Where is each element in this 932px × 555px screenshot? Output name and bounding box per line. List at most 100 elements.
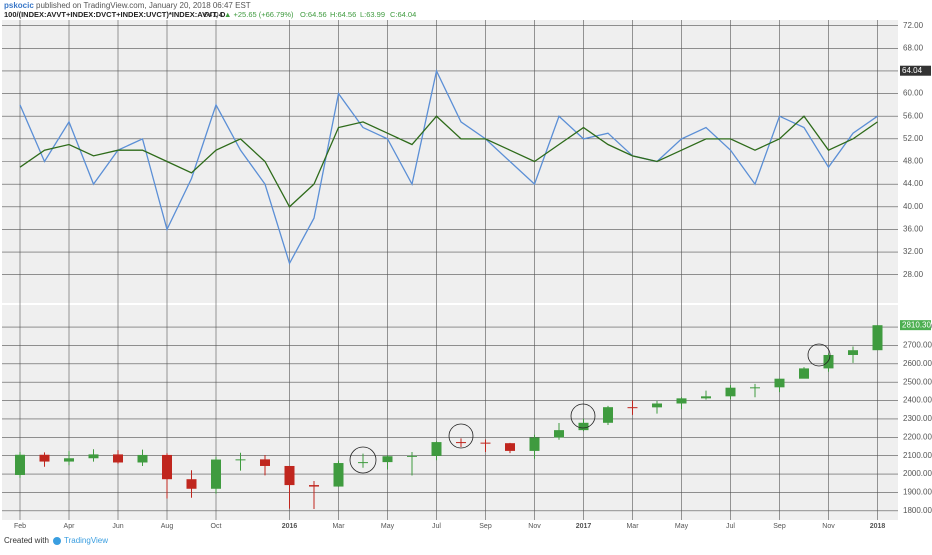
last-value-label: 64.04 [902, 66, 923, 75]
series-line [19, 115, 878, 208]
y-tick-label: 28.00 [903, 270, 924, 279]
symbol: 100/(INDEX:AVVT+INDEX:DVCT+INDEX:UVCT)*I… [4, 10, 226, 19]
y-tick-label: 2200.00 [903, 432, 932, 441]
x-tick-label: May [381, 523, 395, 530]
candle-body [64, 458, 74, 462]
candle-body [162, 454, 172, 480]
candle-body [382, 456, 393, 463]
candle-body [309, 485, 319, 487]
annotation-circle [349, 446, 377, 474]
y-tick-label: 72.00 [903, 21, 924, 30]
high: H:64.56 [330, 10, 356, 19]
y-tick-label: 56.00 [903, 111, 924, 120]
price-pane [2, 305, 898, 520]
annotation-circle [807, 343, 831, 367]
candle-body [407, 455, 417, 457]
y-tick-label: 1900.00 [903, 488, 932, 497]
x-tick-label: Sep [773, 523, 786, 530]
y-tick-label: 2100.00 [903, 451, 932, 460]
x-tick-label: Jul [432, 523, 441, 530]
candle-body [872, 325, 883, 351]
last-value-box [900, 65, 931, 76]
candle-body [113, 454, 123, 463]
candle-body [652, 403, 662, 408]
y-tick-label: 40.00 [903, 202, 924, 211]
y-tick-label: 2400.00 [903, 396, 932, 405]
candle-body [725, 387, 736, 397]
candle-body [627, 407, 638, 409]
annotation-circle [448, 423, 474, 449]
candle-body [333, 463, 344, 487]
close: C:64.04 [390, 10, 416, 19]
candle-body [676, 398, 687, 404]
x-tick-label: Nov [528, 523, 541, 530]
y-tick-label: 2500.00 [903, 377, 932, 386]
logo [53, 537, 61, 545]
candle-body [235, 459, 246, 461]
y-tick-label: 32.00 [903, 247, 924, 256]
brand[interactable]: TradingView [64, 536, 108, 545]
created-with: Created with [4, 536, 49, 545]
y-tick-label: 2700.00 [903, 341, 932, 350]
y-tick-label: 36.00 [903, 225, 924, 234]
candle-body [186, 479, 197, 489]
x-tick-label: Aug [161, 523, 174, 530]
candle-body [358, 462, 368, 464]
candle-body [137, 454, 148, 463]
open: O:64.56 [300, 10, 327, 19]
candle-body [554, 430, 564, 438]
candle-body [774, 378, 785, 388]
author[interactable]: pskocic [4, 1, 34, 10]
last: 64.04 [204, 10, 223, 19]
x-tick-label: May [675, 523, 689, 530]
candle-body [823, 354, 834, 369]
candle-body [284, 465, 295, 486]
x-tick-label: Nov [822, 523, 835, 530]
y-tick-label: 1800.00 [903, 506, 932, 515]
candle-body [88, 454, 99, 459]
candle-body [603, 407, 613, 423]
x-tick-label: 2016 [282, 523, 298, 530]
y-tick-label: 68.00 [903, 43, 924, 52]
candle-body [750, 387, 760, 389]
x-tick-label: 2017 [576, 523, 592, 530]
candle-body [456, 442, 466, 444]
annotation-circles [349, 343, 831, 474]
x-tick-label: Jul [726, 523, 735, 530]
published: published on TradingView.com, January 20… [36, 1, 251, 10]
last-value-box [900, 320, 931, 331]
x-tick-label: Apr [64, 523, 76, 530]
y-tick-label: 44.00 [903, 179, 924, 188]
x-tick-label: Mar [626, 523, 639, 530]
y-tick-label: 2000.00 [903, 469, 932, 478]
series-line [19, 68, 878, 266]
change: ▲ +25.65 (+66.79%) [224, 10, 294, 19]
candle-body [799, 368, 809, 379]
candle-body [39, 454, 50, 462]
annotation-circle [570, 403, 596, 429]
x-tick-label: Feb [14, 523, 26, 530]
x-tick-label: Mar [332, 523, 345, 530]
y-tick-label: 48.00 [903, 157, 924, 166]
candle-body [431, 442, 442, 456]
candle-body [15, 454, 25, 475]
candle-body [480, 442, 491, 444]
x-tick-label: Sep [479, 523, 492, 530]
candle-body [701, 396, 711, 399]
x-tick-label: Oct [211, 523, 222, 530]
y-tick-label: 52.00 [903, 134, 924, 143]
candle-body [505, 443, 515, 451]
y-tick-label: 60.00 [903, 89, 924, 98]
x-tick-label: Jun [112, 523, 123, 530]
candle-body [578, 422, 589, 431]
low: L:63.99 [360, 10, 385, 19]
y-tick-label: 2600.00 [903, 359, 932, 368]
candle-body [529, 437, 540, 451]
candle-body [848, 350, 858, 355]
x-tick-label: 2018 [870, 523, 886, 530]
candle-body [260, 459, 270, 466]
last-value-label: 2810.30 [902, 320, 931, 329]
candle-body [211, 459, 221, 489]
y-tick-label: 2300.00 [903, 414, 932, 423]
